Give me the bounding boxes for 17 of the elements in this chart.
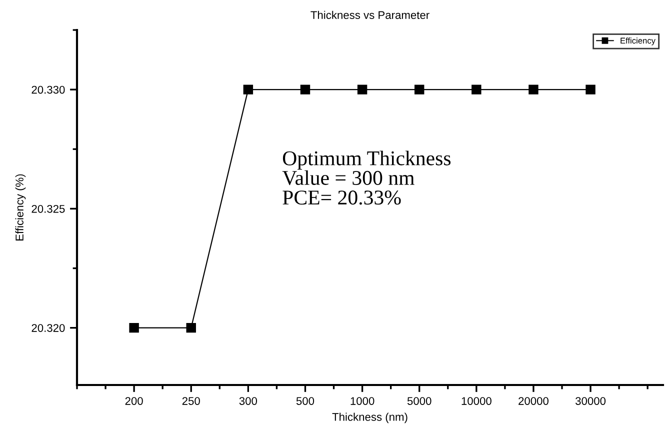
x-axis-title: Thickness (nm) [332, 412, 408, 424]
x-tick-label: 30000 [576, 397, 606, 405]
annotation: Optimum Thickness Value = 300 nm PCE= 20.33% [282, 150, 451, 205]
chart-title: Thickness vs Parameter [310, 10, 430, 19]
y-tick-label: 20.330 [32, 86, 65, 94]
x-tick-label: 10000 [462, 397, 492, 405]
x-tick-label: 250 [182, 397, 200, 405]
legend-label: Efficiency [620, 38, 656, 46]
x-tick-label: 20000 [518, 397, 548, 405]
x-tick-label: 300 [239, 397, 258, 405]
y-tick-label: 20.320 [32, 324, 65, 332]
x-tick-label: 5000 [407, 397, 432, 405]
y-tick-label: 20.325 [32, 204, 65, 213]
x-tick-label: 200 [125, 397, 143, 405]
x-tick-label: 1000 [350, 397, 374, 405]
y-axis-title: Efficiency (%) [15, 174, 26, 240]
x-tick-label: 500 [296, 397, 314, 405]
